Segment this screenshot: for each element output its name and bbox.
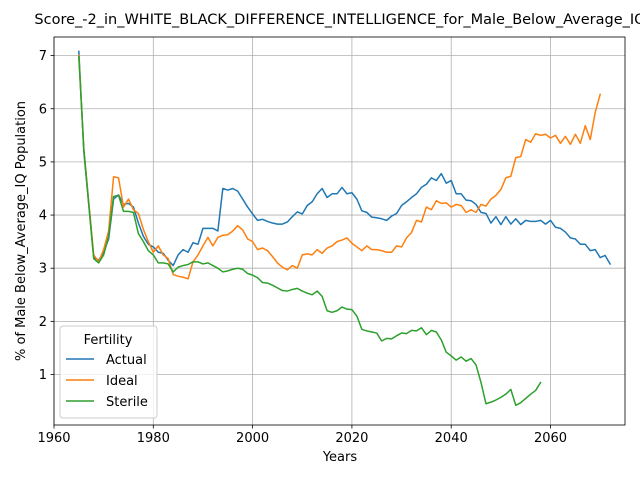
plot-frame xyxy=(53,36,626,426)
y-tick-label: 3 xyxy=(39,262,47,277)
y-tick-label: 5 xyxy=(39,155,47,170)
legend-title: Fertility xyxy=(84,333,133,348)
legend-label-sterile: Sterile xyxy=(106,395,148,410)
legend-box xyxy=(59,325,158,419)
legend-label-actual: Actual xyxy=(106,353,147,368)
y-tick-label: 1 xyxy=(39,368,47,383)
series-line-actual xyxy=(78,50,612,267)
y-axis-title: % of Male Below_Average_IQ Population xyxy=(14,101,29,361)
y-tick-label: 4 xyxy=(39,209,47,224)
y-tick-label: 6 xyxy=(39,102,47,117)
legend: Fertility Actual Ideal Sterile xyxy=(59,325,158,419)
series-line-ideal xyxy=(78,54,602,280)
x-tick-label: 2060 xyxy=(534,431,567,446)
y-tick-label: 2 xyxy=(39,315,47,330)
legend-label-ideal: Ideal xyxy=(106,374,138,389)
grid-lines xyxy=(53,37,625,425)
x-tick-label: 2000 xyxy=(236,431,269,446)
x-tick-label: 1960 xyxy=(37,431,70,446)
series-line-sterile xyxy=(78,55,542,407)
chart-title: Score_-2_in_WHITE_BLACK_DIFFERENCE_INTEL… xyxy=(34,12,640,28)
x-tick-label: 2020 xyxy=(335,431,368,446)
x-tick-label: 2040 xyxy=(435,431,468,446)
axis-ticks: 1960 1980 2000 2020 2040 2060 1 2 3 4 5 6 7 xyxy=(37,49,567,446)
x-tick-label: 1980 xyxy=(137,431,170,446)
plot-series xyxy=(78,50,612,407)
y-tick-label: 7 xyxy=(39,49,47,64)
x-axis-title: Years xyxy=(322,450,358,465)
